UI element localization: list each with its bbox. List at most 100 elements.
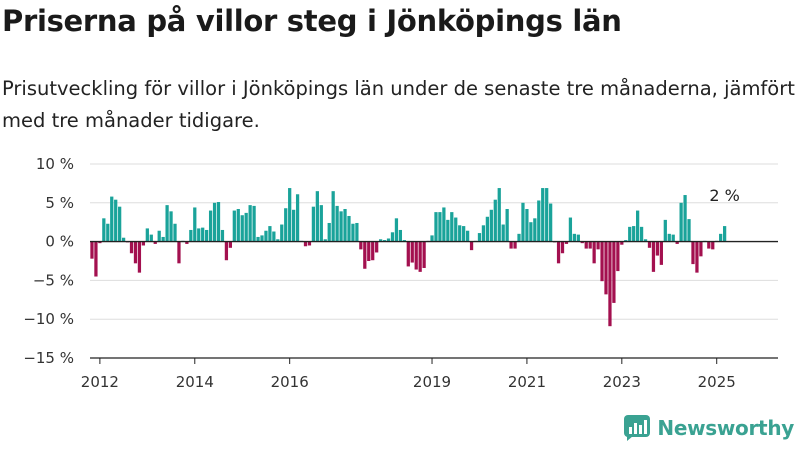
bar (224, 241, 229, 261)
bar (323, 239, 327, 242)
bar (335, 205, 339, 242)
bar (216, 202, 221, 242)
bar (327, 222, 331, 242)
bar (465, 230, 470, 242)
bar (687, 219, 691, 242)
bar (303, 241, 308, 247)
bar (315, 191, 319, 242)
bar (545, 188, 549, 242)
bar (157, 230, 161, 242)
bar (382, 240, 387, 242)
newsworthy-logo-icon (624, 415, 651, 441)
bar (481, 225, 486, 242)
y-axis-labels: 10 % 5 % 0 % −5 % −10 % −15 % (23, 155, 74, 367)
bar (121, 237, 126, 242)
bar (137, 241, 142, 273)
bar (375, 241, 379, 253)
bar (165, 205, 169, 242)
bar (636, 210, 640, 242)
y-tick-label: −15 % (23, 349, 74, 367)
bar (620, 241, 624, 245)
bar (454, 217, 458, 242)
bar (580, 241, 584, 244)
bar (244, 212, 248, 242)
x-axis: 2012 2014 2016 2019 2021 2023 2025 (81, 357, 778, 391)
bar (624, 240, 628, 242)
bar (422, 241, 426, 268)
bar (592, 241, 596, 264)
bar (639, 226, 644, 242)
bar (612, 241, 616, 303)
bar (280, 224, 284, 242)
bar (264, 230, 268, 242)
bar (556, 241, 561, 264)
bar (169, 211, 173, 242)
bar (228, 241, 232, 248)
bar (386, 238, 391, 242)
bar-chart: 10 %5 %0 %−5 %−10 %−15 % 2012 2014 2016 201… (23, 155, 778, 391)
bar (98, 241, 102, 244)
bar (94, 241, 98, 277)
y-tick-label: −5 % (33, 271, 74, 289)
bar (220, 229, 225, 242)
bar (339, 211, 343, 242)
bar (252, 205, 256, 242)
bar (549, 203, 553, 242)
bar (458, 225, 462, 242)
bar (691, 241, 695, 265)
bar (355, 222, 359, 242)
bar (363, 241, 367, 269)
x-tick-label: 2021 (508, 373, 546, 391)
bar (173, 223, 177, 242)
bar (129, 241, 134, 254)
x-tick-label: 2023 (603, 373, 641, 391)
bar (141, 241, 146, 246)
bar (462, 226, 466, 242)
bar (378, 239, 383, 242)
bar (284, 208, 288, 242)
bar (394, 218, 399, 242)
bar (584, 241, 588, 249)
bar (632, 226, 636, 242)
bar (343, 209, 347, 242)
bar (671, 234, 675, 242)
bar (268, 226, 272, 242)
bar (564, 241, 569, 244)
bar (533, 218, 537, 242)
chart-subtitle: Prisutveckling för villor i Jönköpings l… (2, 77, 795, 132)
bar (189, 229, 193, 242)
bars (90, 188, 727, 327)
bar (161, 236, 165, 242)
bar (133, 241, 138, 264)
bar (521, 202, 525, 242)
bar (90, 241, 94, 259)
bar (663, 219, 667, 242)
bar (608, 241, 612, 327)
bar (406, 241, 410, 267)
bar (600, 241, 604, 282)
bar (347, 215, 351, 242)
bar (695, 241, 699, 273)
bar (319, 205, 323, 242)
bar (390, 232, 395, 242)
bar (295, 194, 300, 242)
bar (438, 212, 442, 242)
x-tick-label: 2019 (413, 373, 451, 391)
bar (485, 216, 490, 242)
bar (572, 233, 576, 242)
bar (541, 188, 545, 242)
last-value-label: 2 % (709, 186, 739, 205)
x-tick-label: 2025 (698, 373, 736, 391)
newsworthy-brand: Newsworthy (623, 414, 794, 442)
chart-title: Priserna på villor steg i Jönköpings län (2, 4, 622, 38)
bar (675, 241, 679, 244)
bar (414, 241, 418, 270)
bar (596, 241, 600, 250)
bar (477, 233, 482, 242)
bar (371, 241, 375, 261)
bar (331, 191, 335, 242)
bar (205, 229, 209, 242)
bar (711, 241, 715, 250)
bar (367, 241, 371, 261)
bar (568, 217, 573, 242)
